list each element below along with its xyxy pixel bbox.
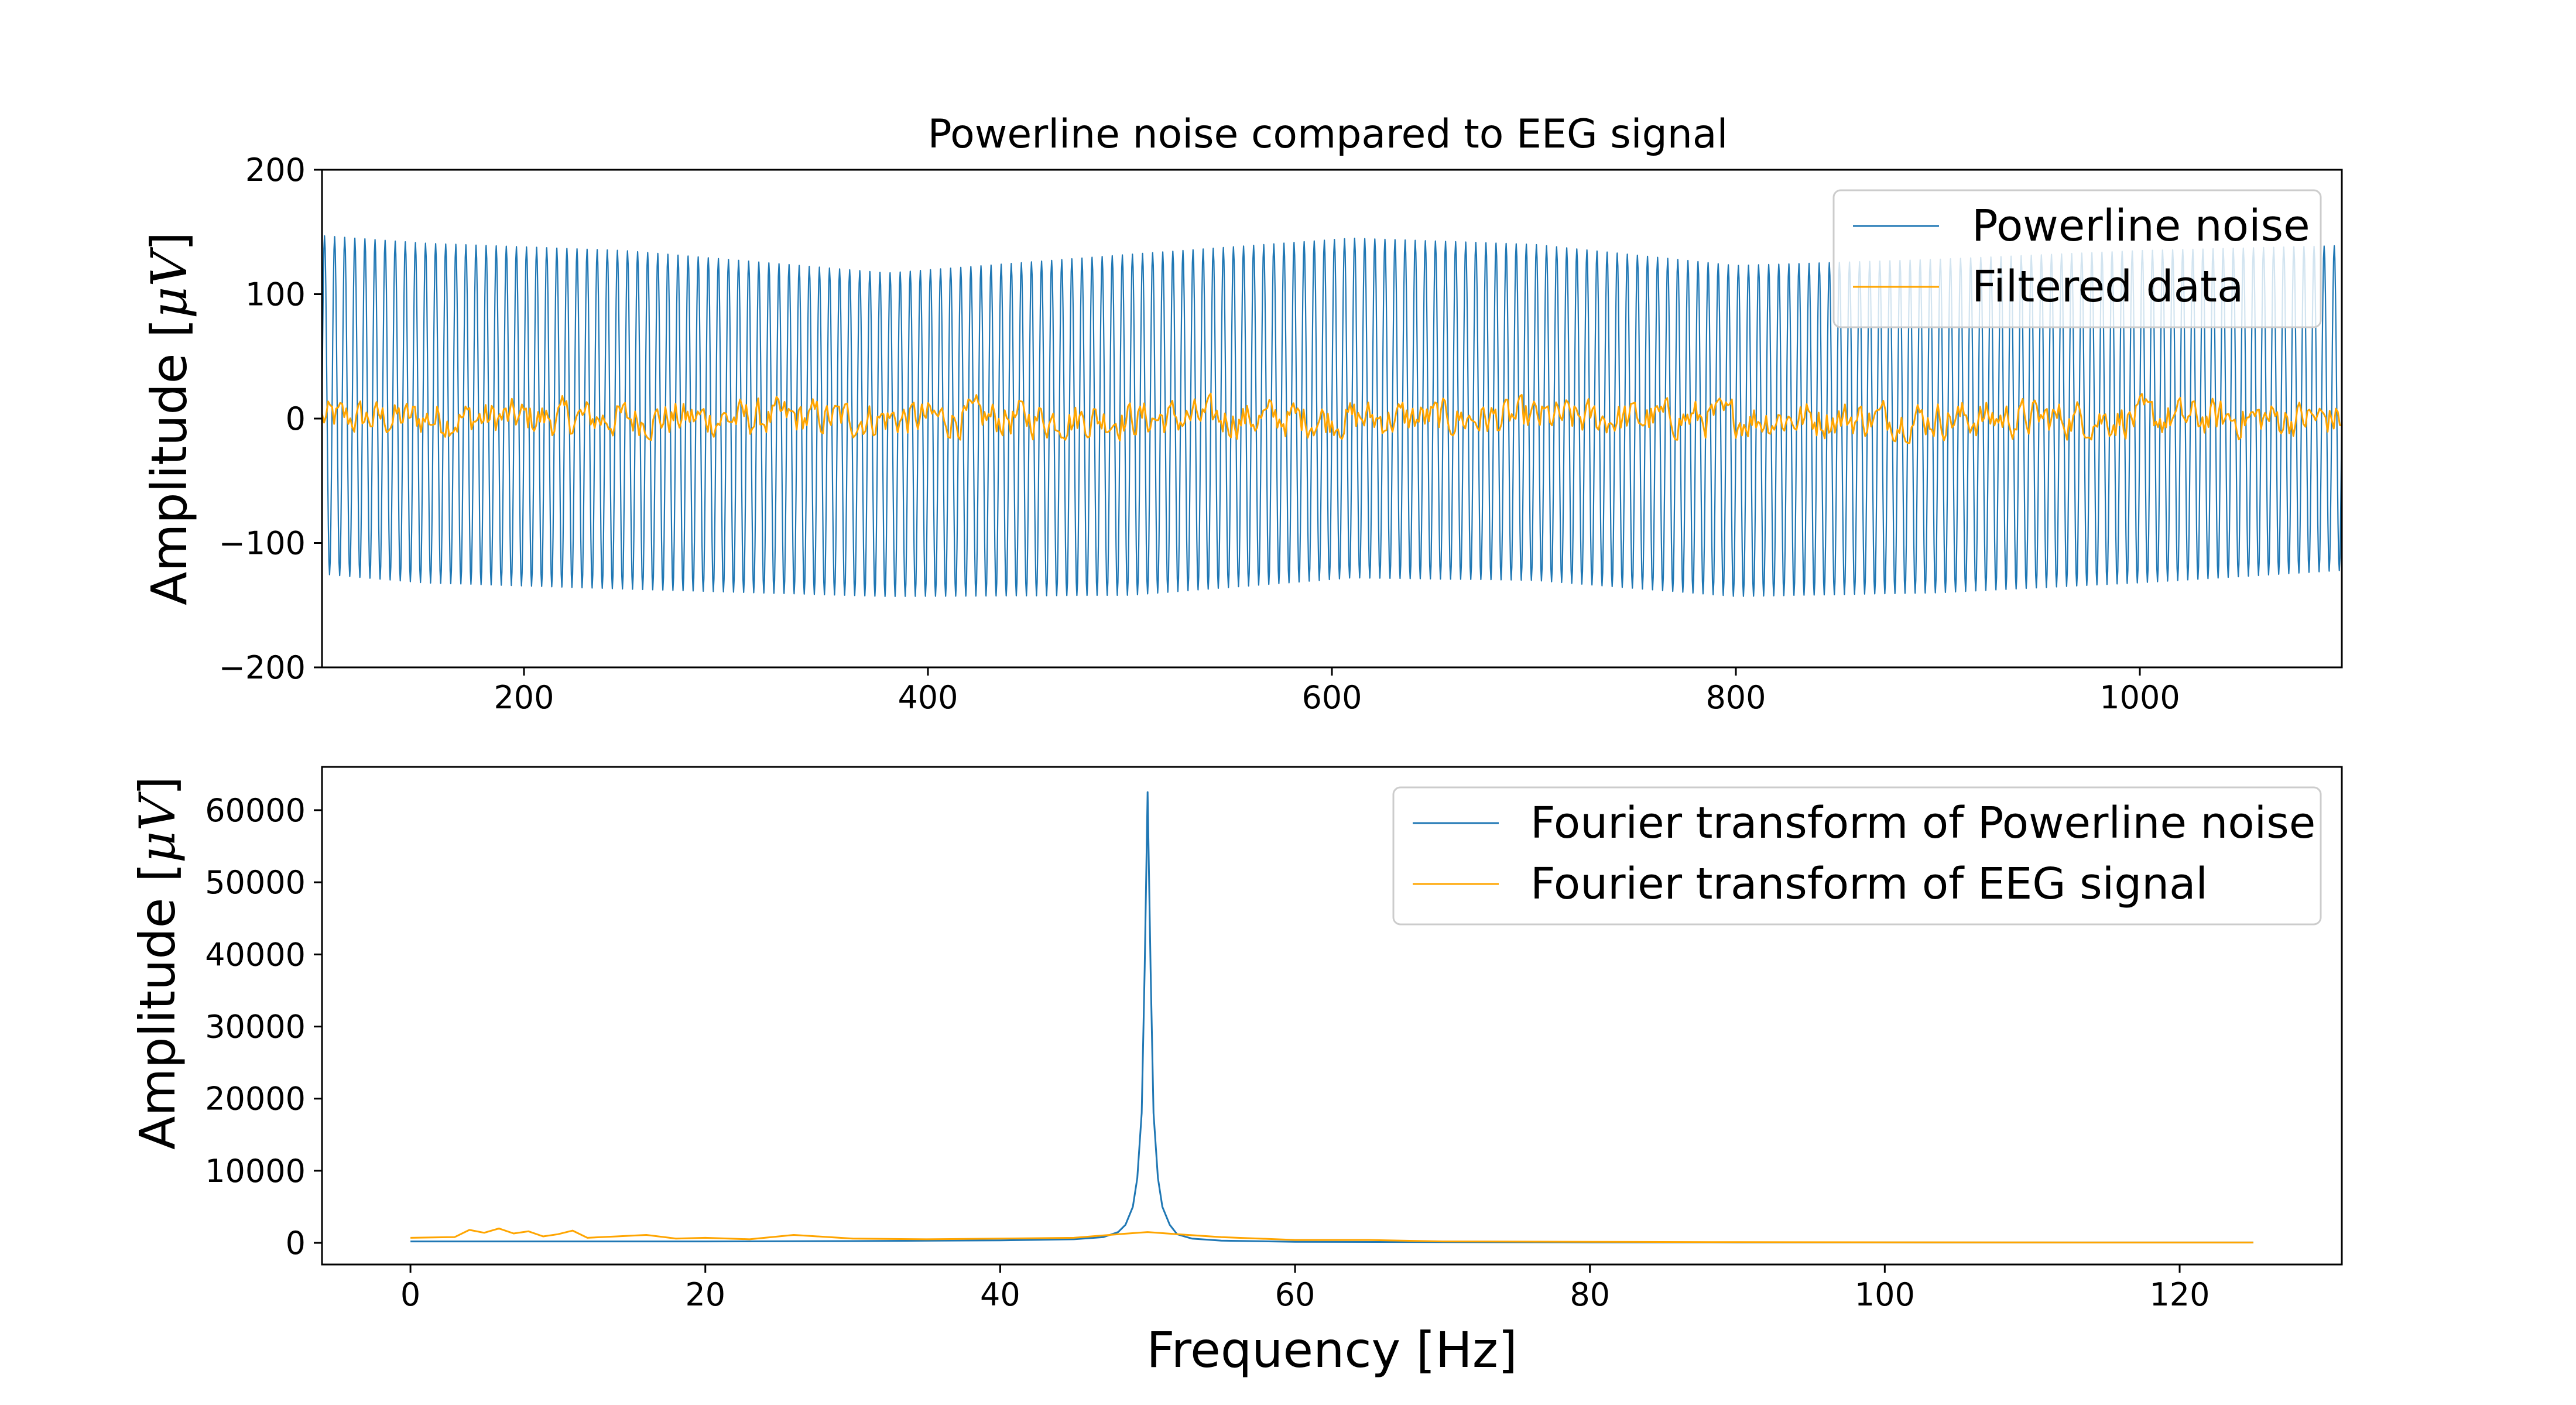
series-line-filtered-data [322,392,2342,444]
x-tick-label: 0 [400,1276,420,1313]
powerline-time-chart: Powerline noise compared to EEG signal 2… [141,111,2343,716]
y-tick-label: −100 [219,525,306,562]
y-tick-label: 40000 [205,936,306,973]
legend-label-powerline-noise: Powerline noise [1972,201,2310,251]
bottom-y-axis-label: Amplitude [μV] [129,776,186,1150]
y-tick-label: 60000 [205,792,306,829]
x-tick-label: 1000 [2099,679,2180,716]
x-tick-label: 600 [1301,679,1362,716]
y-tick-label: 50000 [205,864,306,901]
series-line-powerline-noise [322,235,2342,597]
bottom-plot-frame [321,766,2343,1266]
x-tick-label: 400 [898,679,958,716]
y-tick-label: 0 [286,400,306,437]
top-plot-area [322,235,2342,597]
bottom-axes: 0 20 40 60 80 100 120 60000 50000 40000 30000 20000… [205,792,2210,1313]
y-tick-label: 10000 [205,1153,306,1190]
y-tick-label: 100 [245,276,306,313]
x-tick-label: 20 [685,1276,725,1313]
bottom-x-axis-label: Frequency [Hz] [1146,1321,1517,1379]
legend-label-fourier-eeg: Fourier transform of EEG signal [1530,859,2208,909]
series-line-fourier-transform-of-eeg-signal [410,1227,2253,1243]
top-legend: Powerline noise Filtered data [1832,189,2322,328]
top-plot-frame [321,169,2343,669]
top-y-axis-label: Amplitude [μV] [141,232,198,605]
x-tick-label: 40 [980,1276,1020,1313]
legend-label-fourier-powerline: Fourier transform of Powerline noise [1530,798,2315,848]
y-tick-label: 20000 [205,1081,306,1118]
chart-title: Powerline noise compared to EEG signal [928,111,1728,157]
x-tick-label: 120 [2149,1276,2210,1313]
y-tick-label: 0 [286,1225,306,1262]
y-tick-label: 200 [245,152,306,189]
bottom-legend-box [1392,786,2322,926]
x-tick-label: 60 [1275,1276,1316,1313]
x-tick-label: 200 [494,679,554,716]
bottom-plot-area [410,791,2253,1243]
bottom-legend: Fourier transform of Powerline noise Fou… [1392,786,2322,926]
y-tick-label: −200 [219,649,306,686]
x-tick-label: 100 [1855,1276,1915,1313]
fourier-frequency-chart: 0 20 40 60 80 100 120 60000 50000 40000 30000 20000… [129,766,2343,1379]
x-tick-label: 800 [1705,679,1766,716]
x-tick-label: 80 [1570,1276,1610,1313]
legend-label-filtered-data: Filtered data [1972,262,2243,312]
top-legend-box [1832,189,2322,328]
y-tick-label: 30000 [205,1008,306,1045]
